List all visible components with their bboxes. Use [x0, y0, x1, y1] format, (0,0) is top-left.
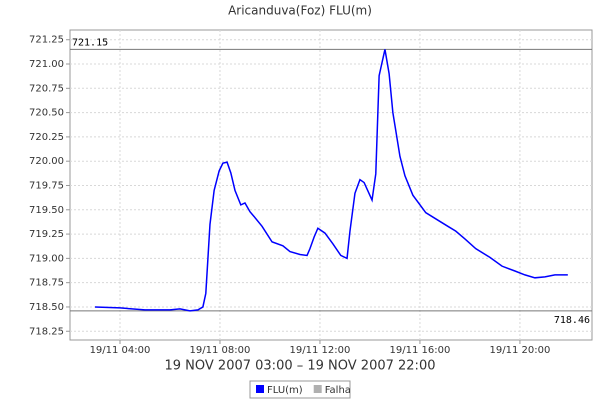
reference-label: 718.46	[554, 315, 590, 326]
reference-label: 721.15	[72, 37, 108, 48]
y-tick-label: 720.50	[29, 108, 64, 119]
x-axis-label: 19 NOV 2007 03:00 – 19 NOV 2007 22:00	[165, 359, 436, 374]
y-tick-label: 720.25	[29, 132, 64, 143]
legend-label: Falha	[325, 385, 351, 396]
x-tick-label: 19/11 08:00	[190, 345, 251, 356]
y-tick-label: 718.75	[29, 278, 64, 289]
y-tick-label: 719.50	[29, 205, 64, 216]
legend	[249, 380, 351, 399]
x-tick-label: 19/11 12:00	[290, 345, 351, 356]
legend-swatch	[256, 385, 264, 393]
legend-swatch	[313, 385, 322, 393]
y-tick-label: 721.00	[29, 59, 64, 70]
y-tick-label: 718.25	[29, 326, 64, 337]
x-tick-label: 19/11 04:00	[90, 345, 151, 356]
y-tick-label: 720.00	[29, 156, 64, 167]
y-tick-label: 719.25	[29, 229, 64, 240]
y-tick-label: 718.50	[29, 302, 64, 313]
legend-label: FLU(m)	[267, 385, 303, 396]
y-tick-label: 719.75	[29, 180, 64, 191]
y-tick-label: 720.75	[29, 83, 64, 94]
chart-title: Aricanduva(Foz) FLU(m)	[228, 4, 372, 18]
x-tick-label: 19/11 20:00	[490, 345, 551, 356]
data-line	[94, 49, 568, 312]
y-tick-label: 721.25	[29, 35, 64, 46]
x-tick-label: 19/11 16:00	[390, 345, 451, 356]
y-tick-label: 719.00	[29, 253, 64, 264]
